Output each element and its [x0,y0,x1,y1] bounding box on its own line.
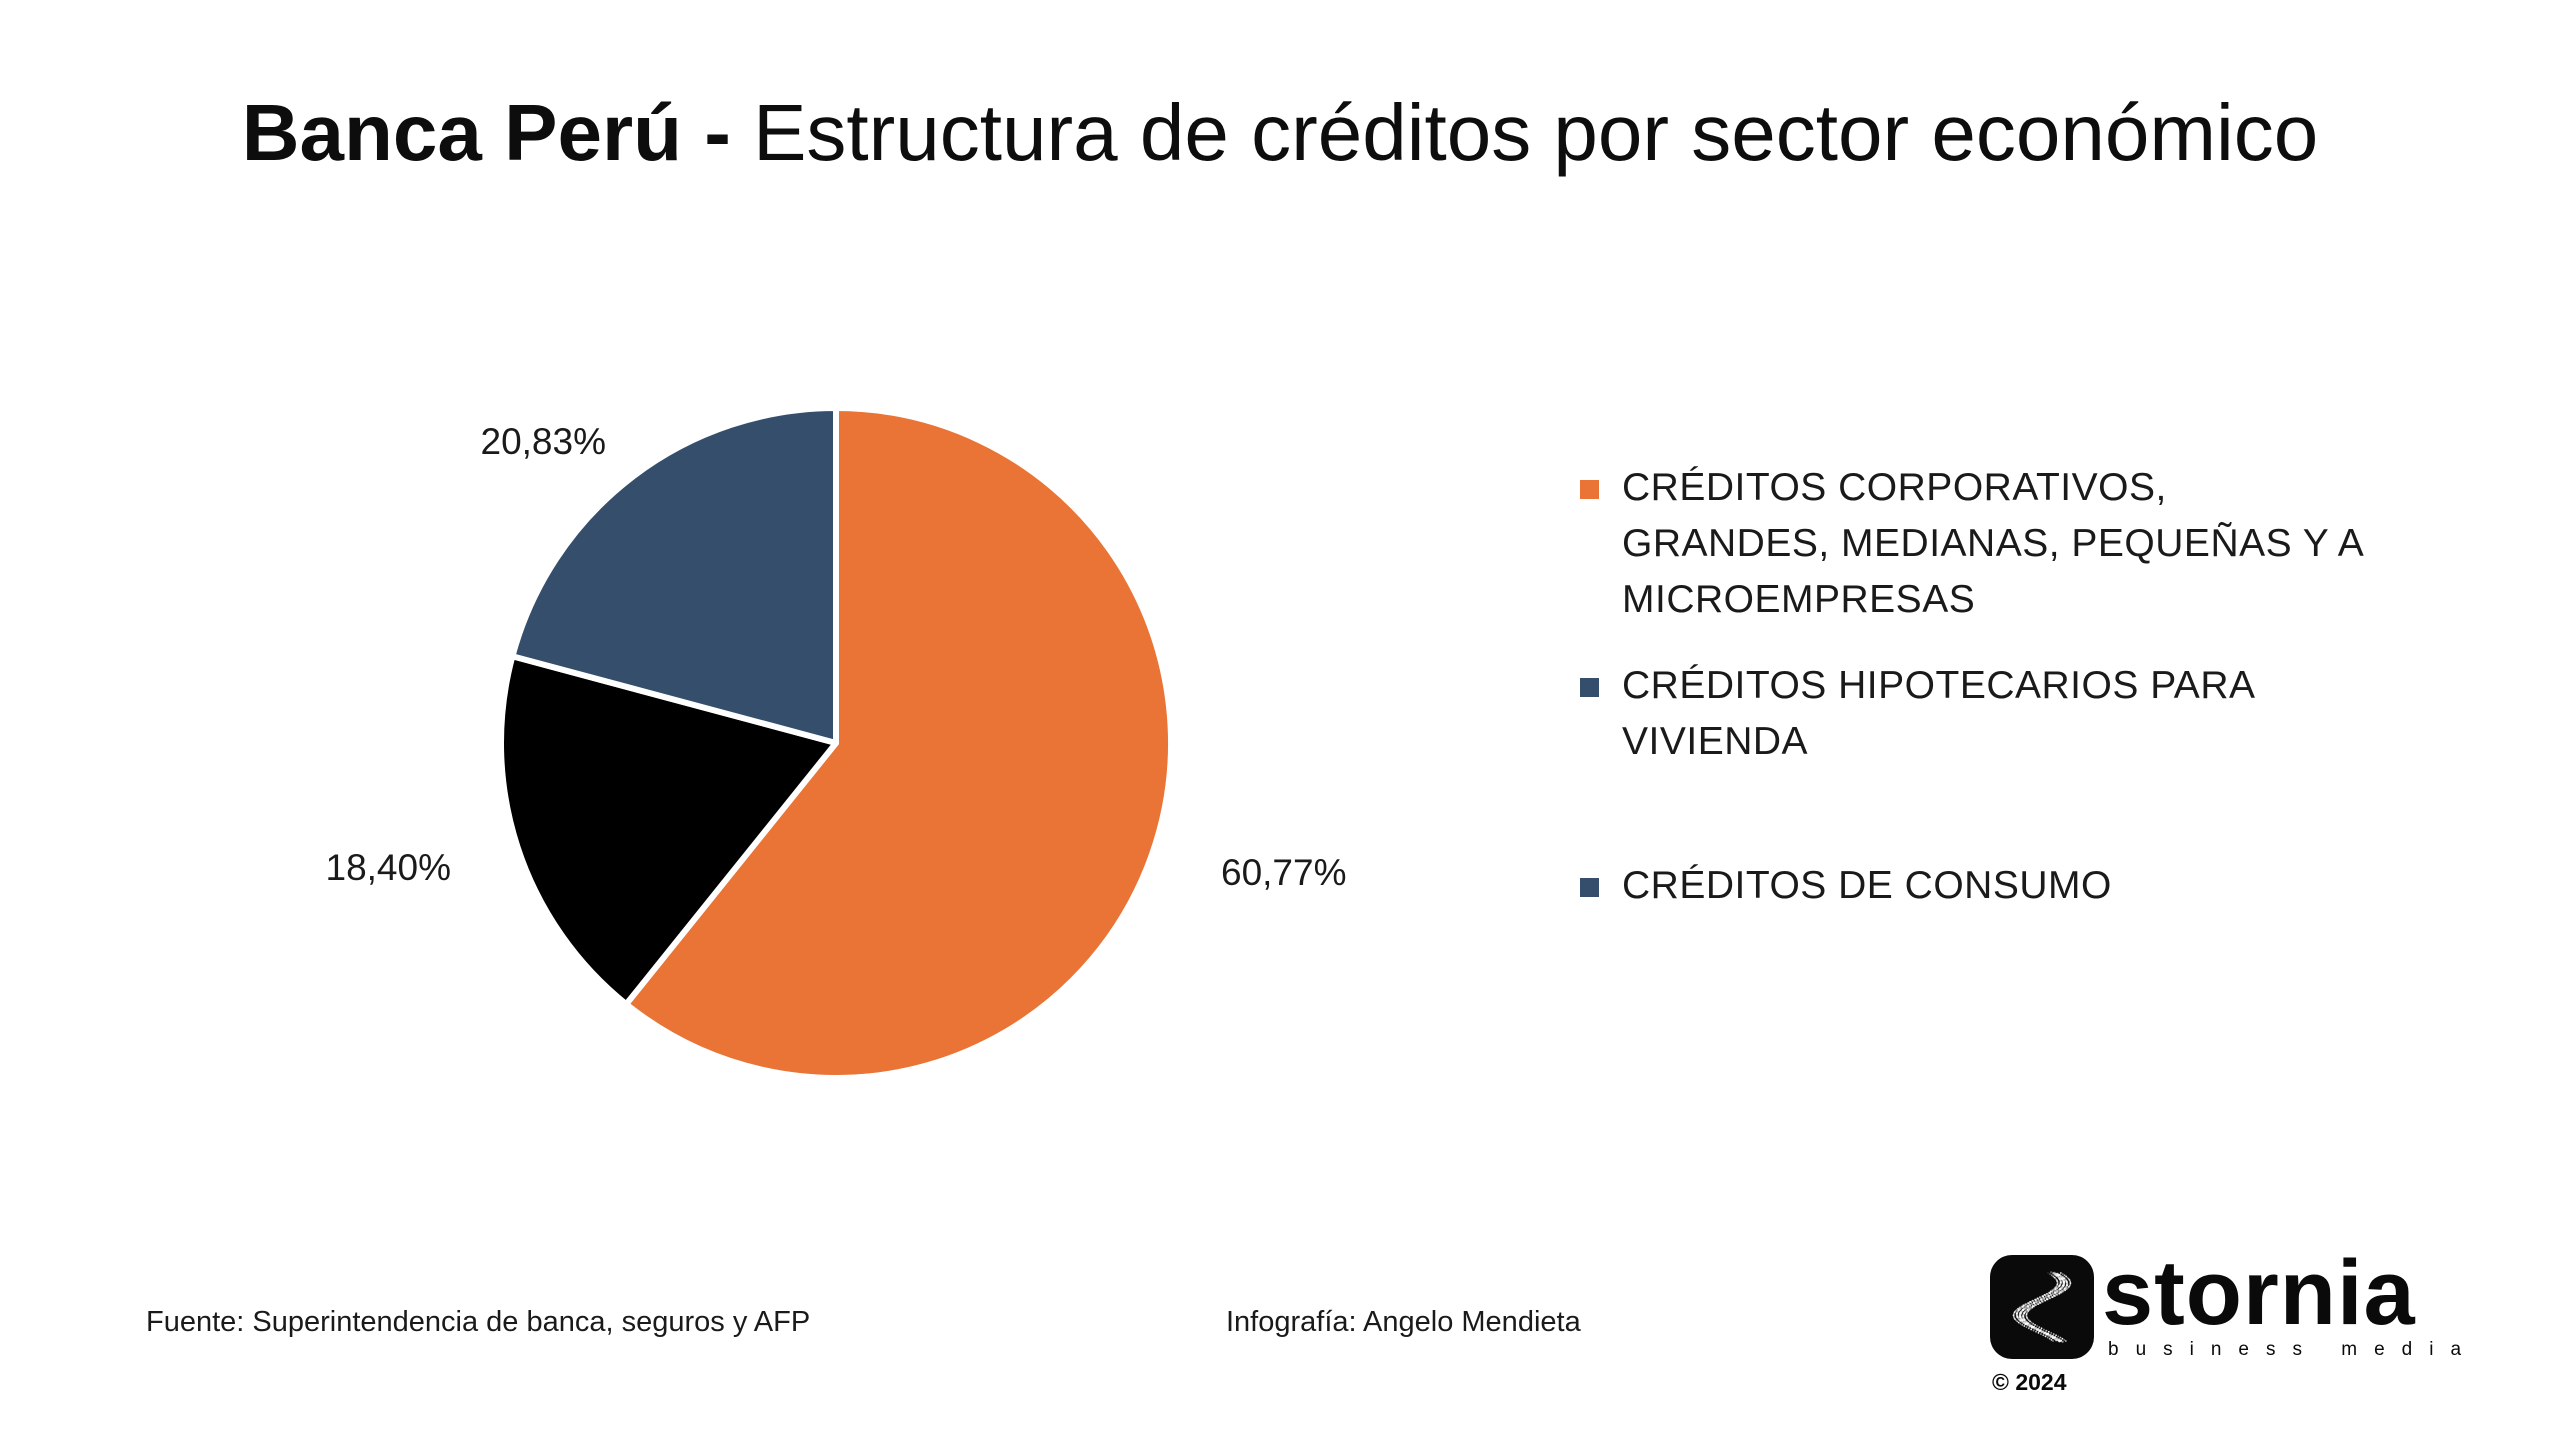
pie-labels: 60,77% 18,40% 20,83% [326,421,1347,893]
source-note: Fuente: Superintendencia de banca, segur… [146,1306,811,1338]
pie-slice-corporativos [623,405,1174,1081]
pie-slices [498,405,1174,1081]
legend-swatch-corporativos [1580,480,1599,499]
logo-tagline: business media [2108,1339,2479,1360]
credit-note: Infografía: Angelo Mendieta [1226,1306,1581,1338]
legend-label-consumo: CRÉDITOS DE CONSUMO [1622,864,2112,907]
chart-title-regular: Estructura de créditos por sector económ… [753,88,2319,177]
logo-copyright: © 2024 [1992,1369,2067,1395]
pie-label-hipotecarios: 20,83% [481,421,607,462]
legend-swatch-consumo [1580,878,1599,897]
pie-slice-consumo [498,653,839,1008]
chart-title-bold: Banca Perú - [241,88,731,177]
pie-slice-hipotecarios [509,405,839,746]
logo-mark-icon [1990,1255,2094,1359]
chart-title: Banca Perú - Estructura de créditos por … [0,78,2560,188]
pie-label-consumo: 18,40% [326,847,452,888]
legend-label-hipotecarios: CRÉDITOS HIPOTECARIOS PARA VIVIENDA [1622,664,2254,763]
pie-label-corporativos: 60,77% [1221,852,1347,893]
legend-swatch-hipotecarios [1580,678,1599,697]
stornia-logo: stornia business media © 2024 [1990,1242,2461,1405]
logo-name: stornia [2102,1242,2416,1344]
legend-label-corporativos: CRÉDITOS CORPORATIVOS, GRANDES, MEDIANAS… [1622,466,2363,621]
